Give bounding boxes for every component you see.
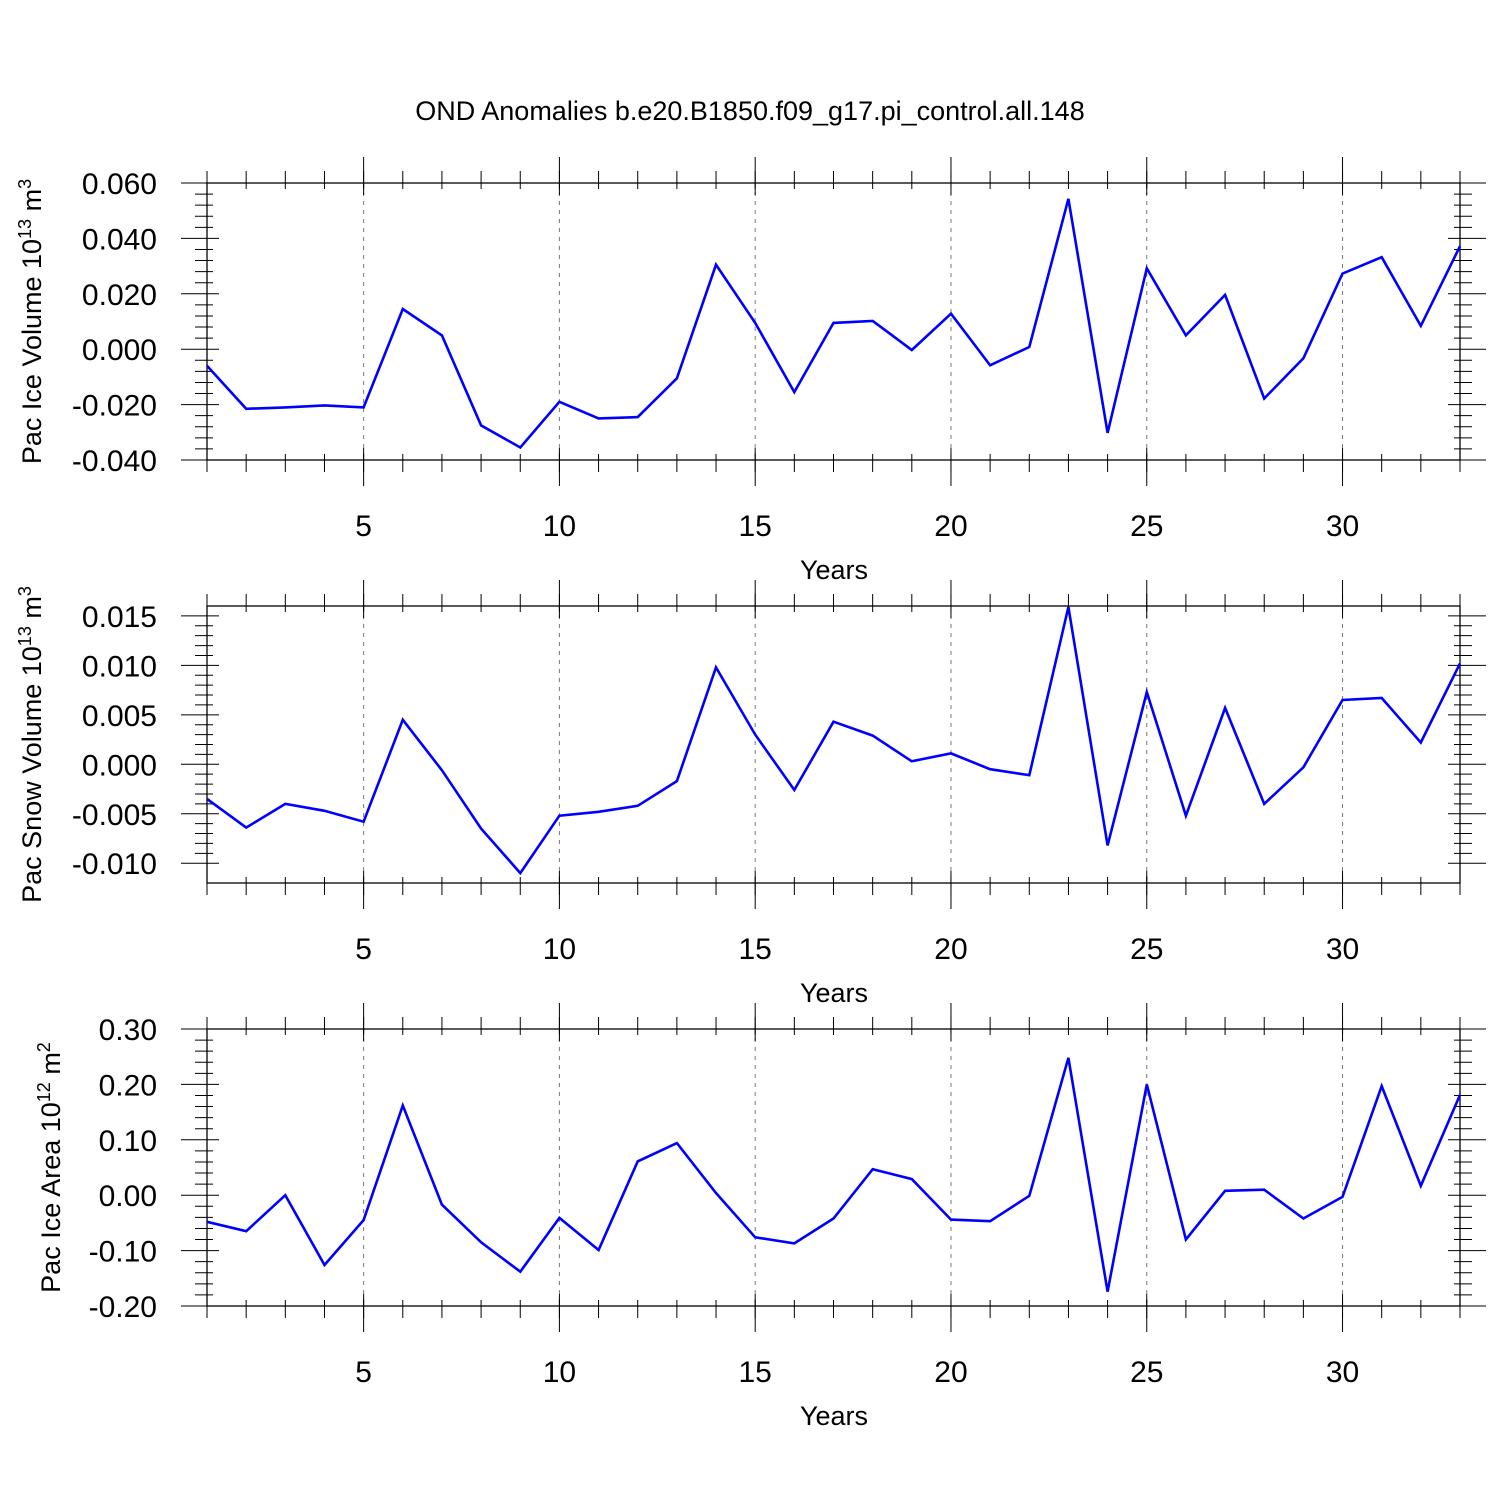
y-axis-title-text: Pac Ice Area 10 bbox=[36, 1102, 66, 1293]
y-axis-title-superscript: 3 bbox=[15, 179, 35, 189]
x-axis-title: Years bbox=[800, 978, 868, 1008]
y-tick-label: -0.10 bbox=[89, 1236, 157, 1269]
series-line bbox=[206, 606, 1462, 876]
x-tick-label: 25 bbox=[1130, 1356, 1163, 1389]
x-tick-label: 20 bbox=[934, 933, 967, 966]
y-tick-label: -0.20 bbox=[89, 1291, 157, 1324]
y-tick-label: -0.020 bbox=[72, 390, 157, 423]
x-tick-label: 15 bbox=[739, 933, 772, 966]
x-tick-label: 10 bbox=[543, 1356, 576, 1389]
y-tick-label: 0.00 bbox=[99, 1180, 157, 1213]
y-tick-label: 0.010 bbox=[82, 650, 157, 683]
y-tick-label: -0.040 bbox=[72, 445, 157, 478]
series-line bbox=[206, 1057, 1462, 1292]
x-tick-label: 20 bbox=[934, 510, 967, 543]
x-tick-label: 10 bbox=[543, 510, 576, 543]
y-tick-label: 0.040 bbox=[82, 223, 157, 256]
y-axis-title-text: m bbox=[36, 1052, 66, 1082]
y-tick-label: 0.30 bbox=[99, 1014, 157, 1047]
plot-frame bbox=[206, 1028, 1461, 1307]
x-tick-label: 30 bbox=[1326, 1356, 1359, 1389]
x-tick-label: 5 bbox=[355, 1356, 372, 1389]
y-tick-label: 0.000 bbox=[82, 749, 157, 782]
chart-panel-3: -0.20 -0.10 0.00 0.10 0.20 0.30 5 10 15 20 25 30 Yea… bbox=[34, 1003, 1486, 1431]
y-tick-label: 0.015 bbox=[82, 601, 157, 634]
y-tick-label: 0.10 bbox=[99, 1125, 157, 1158]
y-axis-title-text: m bbox=[17, 189, 47, 219]
y-tick-label: 0.005 bbox=[82, 700, 157, 733]
x-tick-label: 5 bbox=[355, 510, 372, 543]
plot-frame bbox=[206, 182, 1461, 461]
y-axis-title-superscript: 3 bbox=[15, 586, 35, 596]
series-line bbox=[206, 198, 1462, 450]
y-tick-label: -0.005 bbox=[72, 799, 157, 832]
x-tick-label: 15 bbox=[739, 1356, 772, 1389]
x-tick-label: 10 bbox=[543, 933, 576, 966]
x-tick-label: 5 bbox=[355, 933, 372, 966]
y-tick-label: 0.020 bbox=[82, 279, 157, 312]
x-tick-label: 25 bbox=[1130, 510, 1163, 543]
x-tick-label: 30 bbox=[1326, 933, 1359, 966]
y-tick-label: 0.20 bbox=[99, 1069, 157, 1102]
y-tick-label: 0.060 bbox=[82, 168, 157, 201]
y-axis-title: Pac Ice Volume 1013 m3 bbox=[15, 179, 47, 464]
y-axis-title-superscript: 13 bbox=[15, 626, 35, 646]
chart-panel-1: -0.040 -0.020 0.000 0.020 0.040 0.060 5 10 15 20 2… bbox=[15, 157, 1486, 585]
x-axis-title: Years bbox=[800, 555, 868, 585]
y-axis-title-text: Pac Snow Volume 10 bbox=[17, 646, 47, 903]
x-tick-label: 15 bbox=[739, 510, 772, 543]
x-tick-label: 25 bbox=[1130, 933, 1163, 966]
panels: -0.040 -0.020 0.000 0.020 0.040 0.060 5 10 15 20 2… bbox=[15, 157, 1486, 1431]
y-axis-title: Pac Snow Volume 1013 m3 bbox=[15, 586, 47, 903]
chart-panel-2: -0.010 -0.005 0.000 0.005 0.010 0.015 5 10 15 20 2… bbox=[15, 580, 1486, 1008]
y-axis-title-superscript: 12 bbox=[34, 1082, 54, 1102]
y-axis-title: Pac Ice Area 1012 m2 bbox=[34, 1042, 66, 1293]
y-tick-label: -0.010 bbox=[72, 848, 157, 881]
y-axis-title-superscript: 2 bbox=[34, 1042, 54, 1052]
x-tick-label: 20 bbox=[934, 1356, 967, 1389]
plot-frame bbox=[206, 605, 1461, 884]
y-tick-label: 0.000 bbox=[82, 334, 157, 367]
x-axis-title: Years bbox=[800, 1401, 868, 1431]
figure-title: OND Anomalies b.e20.B1850.f09_g17.pi_con… bbox=[415, 96, 1084, 126]
x-tick-label: 30 bbox=[1326, 510, 1359, 543]
y-axis-title-superscript: 13 bbox=[15, 219, 35, 239]
y-axis-title-text: Pac Ice Volume 10 bbox=[17, 239, 47, 464]
y-axis-title-text: m bbox=[17, 596, 47, 626]
